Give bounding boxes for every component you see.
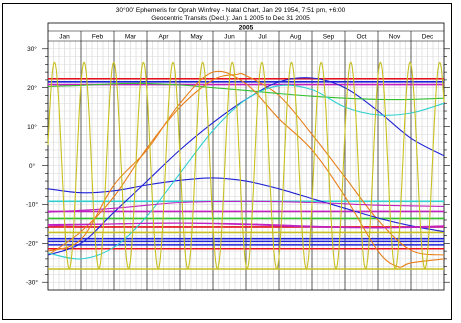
chart-title: 30°00' Ephemeris for Oprah Winfrey - Nat…: [115, 7, 346, 14]
month-label-oct: Oct: [356, 34, 366, 41]
month-label-aug: Aug: [290, 34, 302, 41]
series-jupiter: [47, 177, 445, 233]
series-moon: [47, 61, 445, 270]
chart-subtitle: Geocentric Transits (Decl.): Jan 1 2005 …: [151, 15, 310, 22]
right-margin: [451, 41, 459, 290]
series-pluto: [47, 222, 445, 229]
y-tick-label: 0°: [29, 162, 36, 170]
y-tick-label: 20°: [27, 84, 37, 92]
y-tick-label: 30°: [27, 45, 37, 53]
month-label-jan: Jan: [59, 34, 70, 41]
month-label-feb: Feb: [92, 34, 104, 41]
series-uranus: [47, 200, 445, 213]
series-saturn: [47, 82, 445, 101]
series-venus: [47, 84, 445, 260]
y-tick-label: -30°: [26, 279, 38, 287]
y-tick-label: -20°: [26, 240, 38, 248]
month-label-jun: Jun: [224, 34, 235, 41]
month-label-apr: Apr: [158, 34, 169, 41]
y-tick-label: -10°: [26, 201, 38, 209]
month-label-may: May: [190, 34, 203, 41]
month-label-mar: Mar: [125, 34, 137, 41]
month-label-nov: Nov: [389, 34, 401, 41]
y-tick-label: 10°: [27, 123, 37, 131]
month-label-dec: Dec: [422, 34, 434, 41]
month-label-jul: Jul: [258, 34, 267, 41]
year-label: 2005: [239, 24, 254, 31]
month-label-sep: Sep: [323, 34, 335, 41]
window-frame: [2, 3, 452, 320]
